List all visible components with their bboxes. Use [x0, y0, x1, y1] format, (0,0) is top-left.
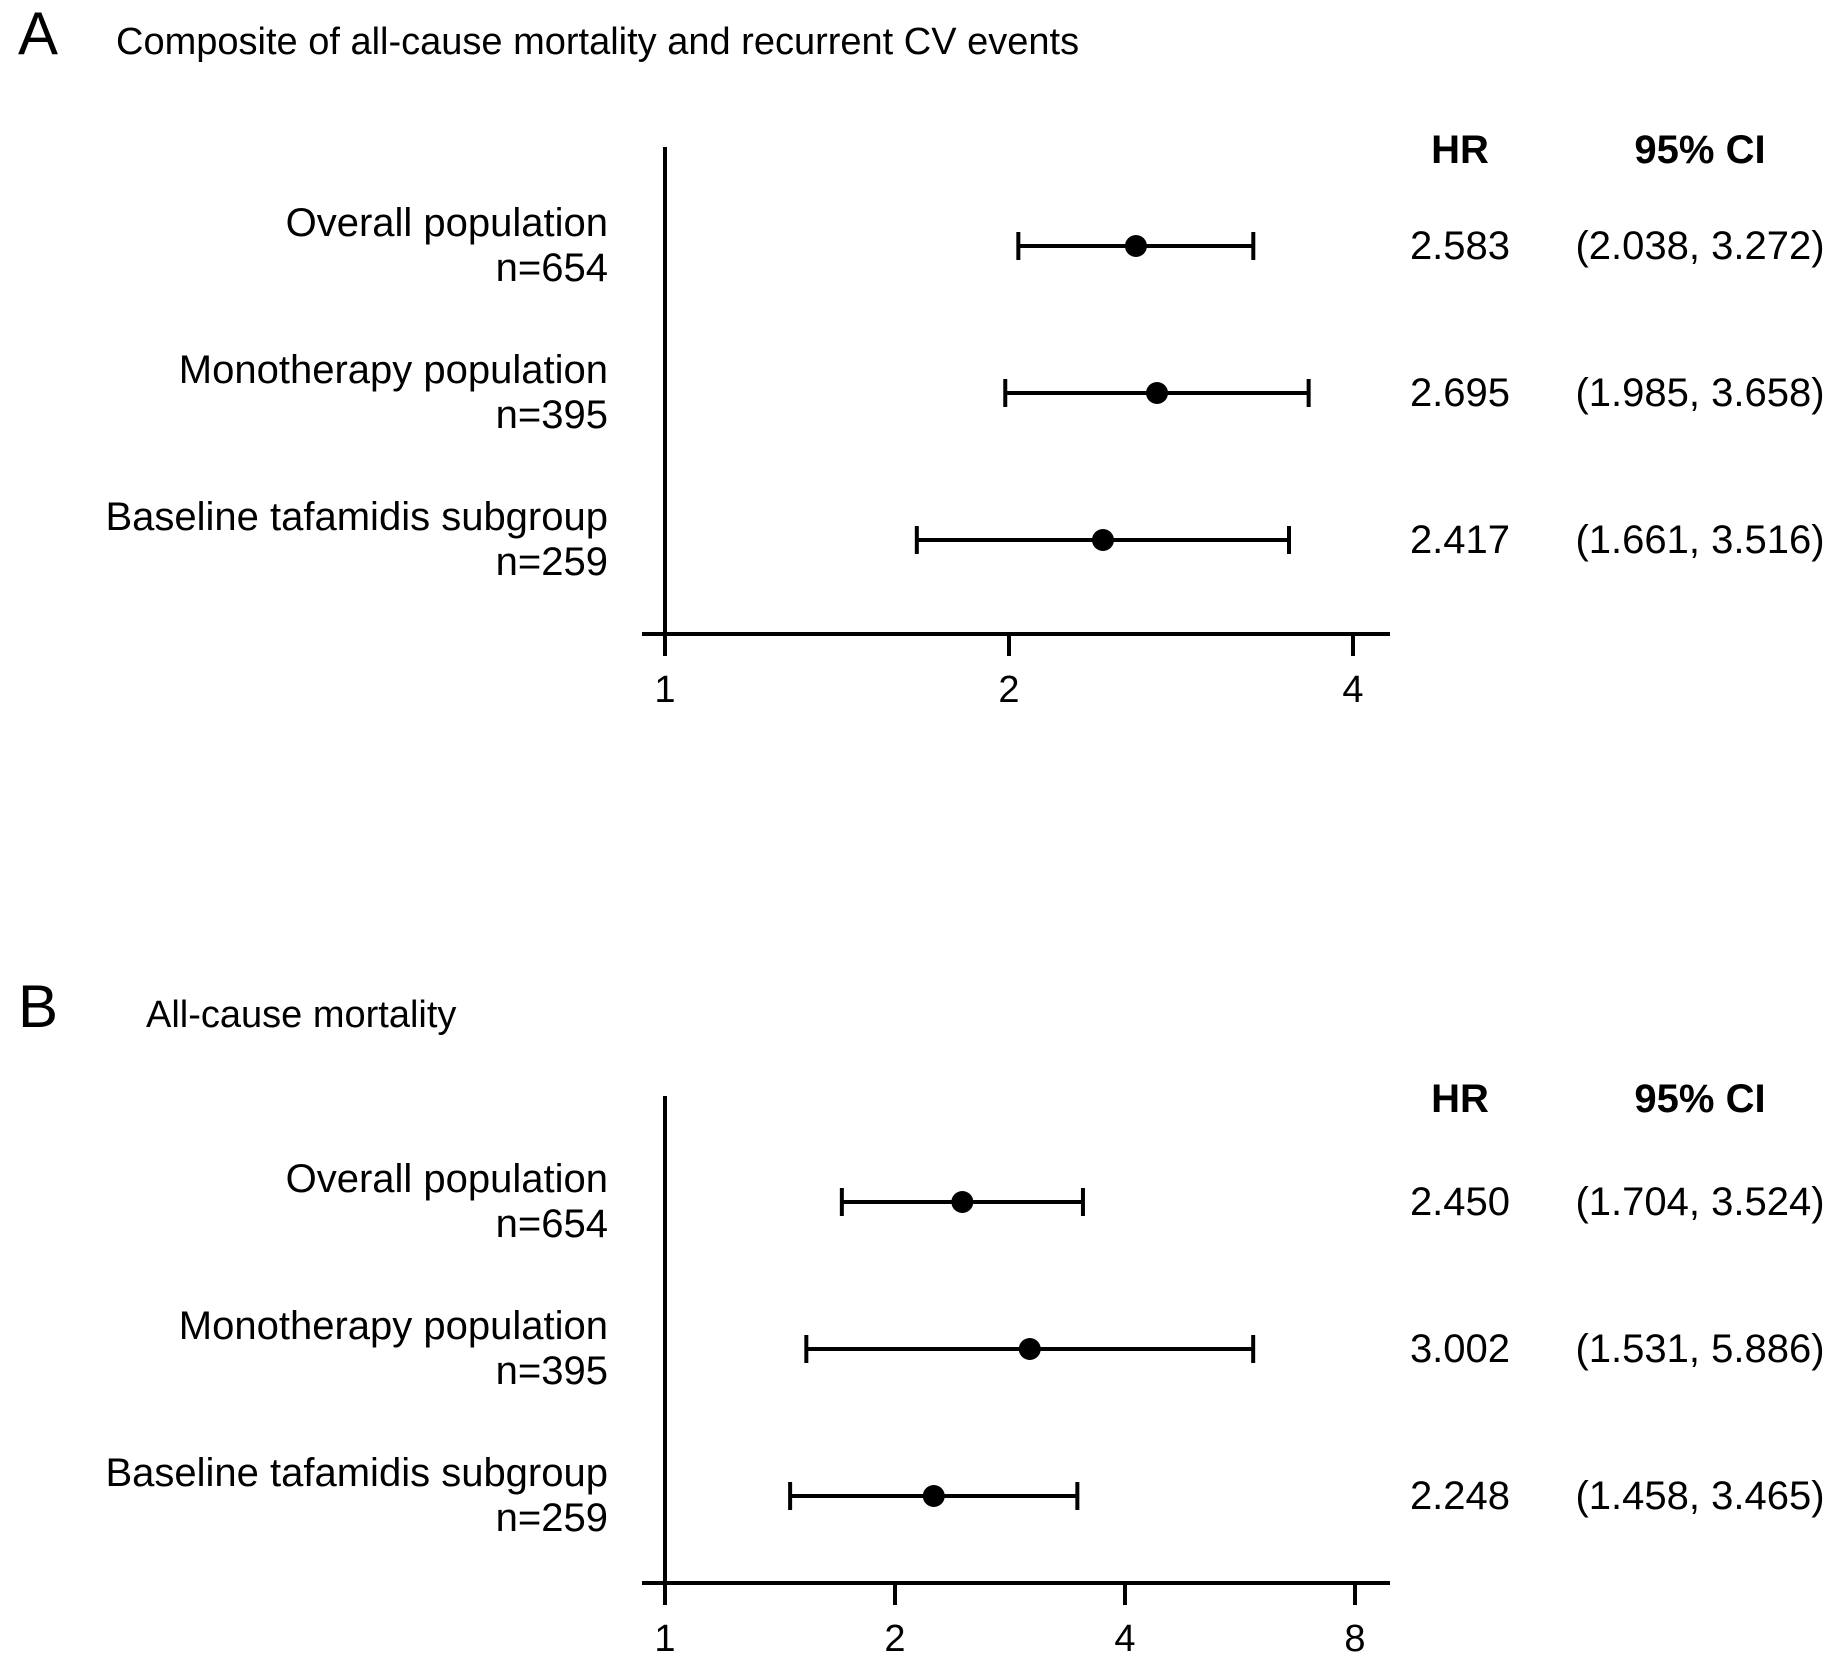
panel-b-ci-column-header: 95% CI [1634, 1077, 1766, 1121]
hr-value: 2.583 [1409, 224, 1511, 268]
group-size: n=259 [495, 1496, 608, 1540]
x-axis-tick-label: 2 [884, 1618, 906, 1660]
hr-value: 3.002 [1409, 1327, 1511, 1371]
panel-b-letter: B [18, 973, 59, 1040]
hr-value: 2.695 [1409, 371, 1511, 415]
ci-value: (1.458, 3.465) [1575, 1474, 1825, 1518]
row-group-label: Monotherapy population n=395 [88, 1304, 608, 1394]
ci-value: (1.661, 3.516) [1575, 518, 1825, 562]
ci-value: (1.985, 3.658) [1575, 371, 1825, 415]
hr-value: 2.450 [1409, 1180, 1511, 1224]
group-size: n=259 [495, 540, 608, 584]
row-group-label: Baseline tafamidis subgroup n=259 [88, 495, 608, 585]
row-group-label: Overall population n=654 [88, 1157, 608, 1247]
panel-b-title: All-cause mortality [146, 994, 457, 1036]
group-name: Overall population [285, 1157, 608, 1201]
row-group-label: Overall population n=654 [88, 201, 608, 291]
ci-value: (2.038, 3.272) [1575, 224, 1825, 268]
group-size: n=395 [495, 393, 608, 437]
panel-a-letter: A [18, 0, 59, 67]
group-name: Overall population [285, 201, 608, 245]
hr-point-marker [1124, 235, 1147, 257]
x-axis-tick-label: 4 [1342, 669, 1364, 711]
ci-value: (1.704, 3.524) [1575, 1180, 1825, 1224]
x-axis-tick-label: 2 [998, 669, 1020, 711]
group-name: Monotherapy population [178, 348, 608, 392]
hr-point-marker [922, 1485, 945, 1507]
group-name: Baseline tafamidis subgroup [105, 495, 608, 539]
panel-b-hr-column-header: HR [1431, 1077, 1489, 1121]
hr-value: 2.248 [1409, 1474, 1511, 1518]
x-axis-tick-label: 4 [1114, 1618, 1136, 1660]
hr-point-marker [1146, 382, 1169, 404]
panel-a-title: Composite of all-cause mortality and rec… [116, 21, 1080, 63]
panel-a-hr-column-header: HR [1431, 128, 1489, 172]
panel-a-ci-column-header: 95% CI [1634, 128, 1766, 172]
x-axis-tick-label: 1 [654, 1618, 676, 1660]
row-group-label: Monotherapy population n=395 [88, 348, 608, 438]
ci-value: (1.531, 5.886) [1575, 1327, 1825, 1371]
hr-point-marker [1091, 529, 1114, 551]
group-name: Baseline tafamidis subgroup [105, 1451, 608, 1495]
group-size: n=654 [495, 1202, 608, 1246]
hr-value: 2.417 [1409, 518, 1511, 562]
hr-point-marker [1018, 1338, 1041, 1360]
x-axis-tick-label: 1 [654, 669, 676, 711]
row-group-label: Baseline tafamidis subgroup n=259 [88, 1451, 608, 1541]
group-size: n=654 [495, 246, 608, 290]
group-size: n=395 [495, 1349, 608, 1393]
x-axis-tick-label: 8 [1344, 1618, 1366, 1660]
group-name: Monotherapy population [178, 1304, 608, 1348]
hr-point-marker [951, 1191, 974, 1213]
